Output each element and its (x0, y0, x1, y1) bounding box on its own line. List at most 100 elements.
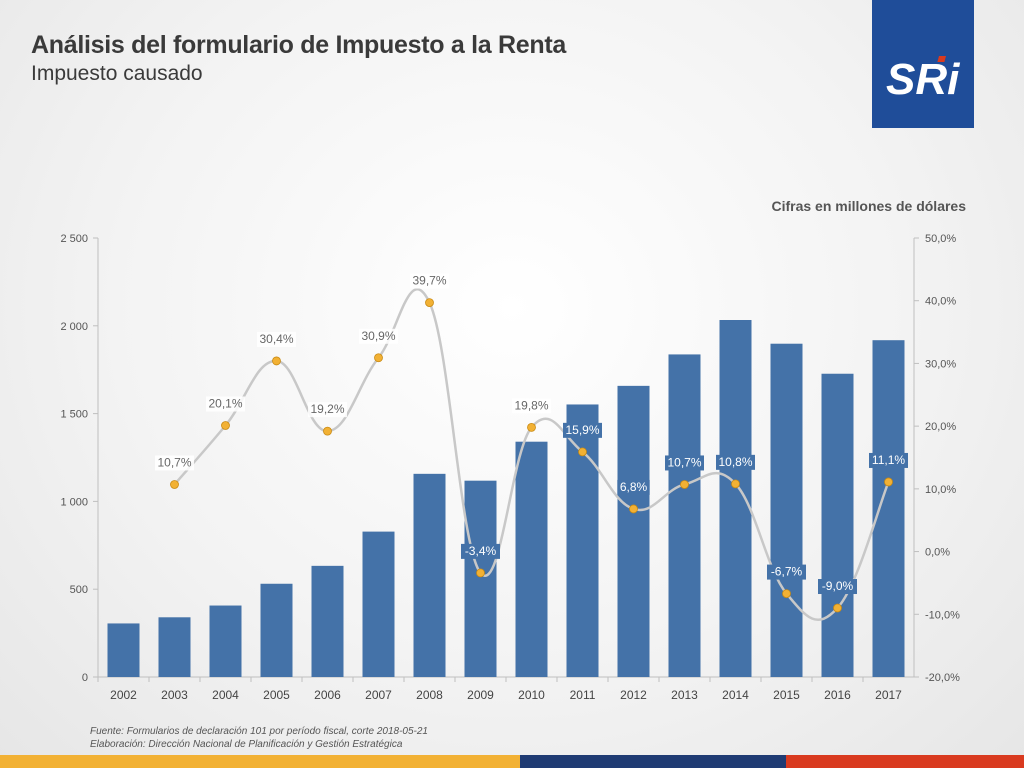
x-tick-label: 2005 (263, 688, 290, 702)
bar (362, 531, 395, 677)
left-tick-label: 2 500 (60, 233, 88, 245)
growth-label-bg (617, 479, 650, 495)
source-note: Fuente: Formularios de declaración 101 p… (90, 725, 428, 751)
bar (719, 320, 752, 677)
right-tick-label: 10,0% (925, 484, 956, 496)
bar (107, 623, 140, 677)
growth-label-bg (818, 579, 857, 595)
growth-point (272, 356, 281, 366)
growth-label-bg (512, 398, 551, 414)
source-line: Fuente: Formularios de declaración 101 p… (90, 726, 428, 737)
growth-label-bg (563, 422, 602, 438)
right-tick-label: 40,0% (925, 296, 956, 308)
x-tick-label: 2007 (365, 688, 392, 702)
bar (872, 340, 905, 677)
bar (515, 441, 548, 677)
growth-label-bg (461, 543, 500, 559)
logo-accent (937, 56, 946, 62)
x-tick-label: 2003 (161, 688, 188, 702)
growth-label-bg (257, 331, 296, 347)
growth-label: 10,8% (718, 455, 752, 469)
x-tick-label: 2008 (416, 688, 443, 702)
left-tick-label: 1 500 (60, 409, 88, 421)
growth-point (782, 589, 791, 598)
growth-label-bg (716, 454, 755, 470)
bar (770, 343, 803, 677)
growth-label: 19,8% (514, 398, 548, 412)
growth-label: 30,9% (361, 329, 395, 343)
x-tick-label: 2002 (110, 688, 137, 702)
x-tick-label: 2016 (824, 688, 851, 702)
growth-label-bg (410, 273, 449, 289)
right-tick-label: 20,0% (925, 421, 956, 433)
bar (311, 565, 344, 677)
sri-logo: SRi (872, 0, 974, 128)
x-tick-label: 2014 (722, 688, 749, 702)
growth-label: 15,9% (565, 423, 599, 437)
growth-label: -9,0% (822, 579, 854, 593)
growth-point (884, 477, 893, 487)
growth-point (527, 422, 536, 432)
x-tick-label: 2015 (773, 688, 800, 702)
growth-label: 20,1% (208, 397, 242, 411)
right-tick-label: 0,0% (925, 547, 950, 559)
growth-label-bg (767, 564, 806, 580)
growth-label-bg (308, 402, 347, 418)
bar (668, 354, 701, 677)
growth-label-bg (359, 328, 398, 344)
growth-label: 10,7% (667, 455, 701, 469)
page-title: Análisis del formulario de Impuesto a la… (31, 31, 566, 59)
x-tick-label: 2006 (314, 688, 341, 702)
units-note: Cifras en millones de dólares (771, 198, 966, 214)
left-tick-label: 0 (82, 672, 88, 684)
growth-point (731, 479, 740, 489)
bar (413, 473, 446, 677)
growth-point (578, 447, 587, 457)
footer-bar-yellow (0, 755, 520, 768)
bar (464, 480, 497, 677)
growth-label-bg (665, 455, 704, 471)
growth-label: -3,4% (465, 544, 497, 558)
growth-point (476, 568, 485, 578)
growth-label-bg (155, 455, 194, 471)
right-tick-label: 30,0% (925, 358, 956, 370)
bar (566, 404, 599, 677)
growth-label: 6,8% (620, 480, 648, 494)
x-tick-label: 2009 (467, 688, 494, 702)
growth-point (374, 353, 383, 363)
bar (158, 617, 191, 677)
footer-bar-red (786, 755, 1024, 768)
bar (617, 385, 650, 677)
right-tick-label: 50,0% (925, 233, 956, 245)
logo-text: SRi (886, 55, 960, 104)
bar (260, 583, 293, 677)
left-tick-label: 2 000 (60, 321, 88, 333)
growth-label: 10,7% (157, 455, 191, 469)
growth-label: 11,1% (872, 453, 905, 467)
growth-label: 39,7% (412, 274, 446, 288)
growth-point (680, 480, 689, 489)
bar (209, 605, 242, 677)
x-tick-label: 2017 (875, 688, 902, 702)
growth-label-bg (869, 452, 908, 468)
left-tick-label: 1 000 (60, 496, 88, 508)
growth-point (833, 603, 842, 613)
x-tick-label: 2004 (212, 688, 239, 702)
growth-line (173, 288, 890, 621)
growth-point (221, 421, 230, 430)
growth-point (323, 426, 332, 436)
growth-label: 30,4% (259, 332, 293, 346)
footer-bar-navy (520, 755, 786, 768)
elaboration-line: Elaboración: Dirección Nacional de Plani… (90, 739, 403, 750)
growth-label-bg (206, 396, 245, 412)
x-tick-label: 2010 (518, 688, 545, 702)
growth-point (425, 298, 434, 307)
growth-label: -6,7% (771, 565, 803, 579)
growth-point (629, 504, 638, 514)
page-subtitle: Impuesto causado (31, 62, 203, 85)
bar (821, 373, 854, 677)
growth-point (170, 480, 179, 489)
growth-label: 19,2% (310, 402, 344, 416)
x-tick-label: 2011 (570, 688, 596, 702)
